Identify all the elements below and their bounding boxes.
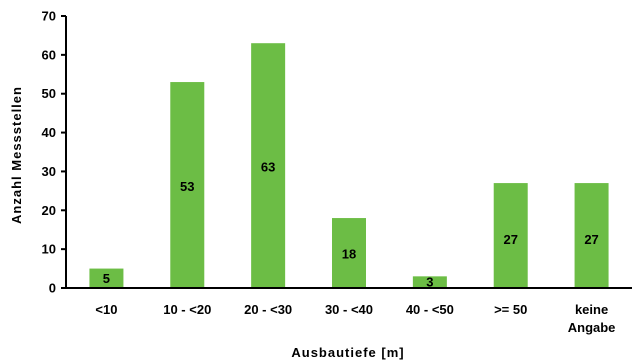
bar-data-label: 5 [103,271,110,286]
x-category-label: 20 - <30 [244,302,292,317]
x-category-label: Angabe [568,320,616,335]
y-tick-label: 0 [49,281,56,296]
bar [493,183,528,288]
y-tick-label: 20 [42,203,56,218]
bar [251,43,286,289]
bar [574,183,609,288]
x-category-label: >= 50 [494,302,527,317]
bar-data-labels: 5 53 63 18 3 27 27 [103,159,599,289]
bar-data-label: 53 [180,179,194,194]
y-tick-label: 40 [42,125,56,140]
y-axis-ticks: 0 10 20 30 40 50 60 70 [42,9,66,296]
bar [412,276,447,288]
bar-data-label: 3 [426,275,433,290]
bar-data-label: 63 [261,159,275,174]
x-category-label: 10 - <20 [163,302,211,317]
x-axis-category-labels: <10 10 - <20 20 - <30 30 - <40 40 - <50 >= 50… [95,302,615,335]
bar [170,82,205,288]
y-axis-title: Anzahl Messstellen [9,86,24,224]
bar-data-label: 27 [503,232,517,247]
bar-data-label: 27 [584,232,598,247]
bar [332,218,366,288]
bar-data-label: 18 [342,247,356,262]
x-category-label: <10 [95,302,117,317]
y-tick-label: 10 [42,242,56,257]
y-tick-label: 50 [42,86,56,101]
y-tick-label: 60 [42,47,56,62]
x-axis-title: Ausbautiefe [m] [291,345,404,360]
x-category-label: 30 - <40 [325,302,373,317]
bar-series [89,43,609,289]
x-category-label: keine [575,302,608,317]
y-tick-label: 30 [42,164,56,179]
bar [89,268,124,288]
x-category-label: 40 - <50 [406,302,454,317]
y-tick-label: 70 [42,9,56,24]
